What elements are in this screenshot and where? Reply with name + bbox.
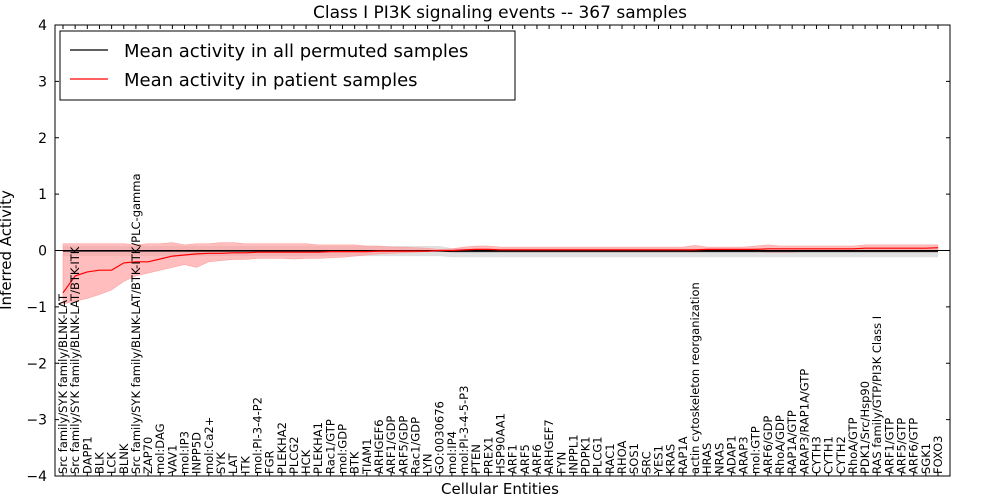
x-tick-label: KRAS [664, 444, 678, 474]
x-tick-label: PLEKHA1 [311, 422, 325, 474]
x-tick-label: INPPL1 [566, 434, 580, 474]
x-tick-label: YES1 [652, 445, 666, 475]
x-tick-label: Src family/SYK family/BLNK-LAT/BTK-ITK [68, 246, 82, 474]
x-tick-label: CYTH1 [822, 436, 836, 474]
x-tick-label: ARF5 [518, 444, 532, 474]
x-tick-label: Src family/SYK family/BLNK-LAT [56, 293, 70, 474]
y-tick-label: −2 [26, 356, 47, 372]
legend-label-permuted: Mean activity in all permuted samples [124, 41, 468, 62]
line-patient [62, 247, 939, 294]
x-tick-label: ADAP1 [724, 435, 738, 474]
x-tick-label: RAC1 [603, 443, 617, 474]
x-tick-label: ARF5/GTP [895, 418, 909, 474]
x-tick-label: VAV1 [165, 445, 179, 474]
x-tick-label: RHOA [615, 441, 629, 474]
legend-label-patient: Mean activity in patient samples [124, 70, 418, 91]
x-tick-label: PTEN [469, 444, 483, 474]
y-tick-label: −1 [26, 300, 47, 316]
y-tick-label: −4 [26, 469, 47, 485]
x-tick-label: SYK [214, 452, 228, 474]
x-tick-label: mol:DAG [153, 423, 167, 474]
x-tick-label: PLCG2 [287, 436, 301, 474]
x-tick-label: ARF1 [506, 444, 520, 474]
x-tick-label: HRAS [700, 443, 714, 474]
x-tick-label: HCK [299, 449, 313, 474]
y-tick-label: −3 [26, 413, 47, 429]
x-tick-label: Rac1/GTP [323, 419, 337, 474]
x-tick-label: FGR [263, 450, 277, 474]
x-tick-label: mol:IP4 [445, 431, 459, 474]
x-axis-title: Cellular Entities [441, 480, 559, 498]
legend: Mean activity in all permuted samples Me… [59, 30, 516, 101]
x-tick-label: RAP1A [676, 436, 690, 474]
x-tick-label: ZAP70 [141, 437, 155, 474]
x-tick-label: LCK [105, 452, 119, 474]
x-tick-label: ARHGEF6 [372, 419, 386, 474]
x-tick-label: ARAP3/RAP1A/GTP [797, 369, 811, 474]
x-tick-label: RAP1A/GTP [785, 410, 799, 474]
x-tick-label: NRAS [712, 443, 726, 474]
x-tick-label: GO:0030676 [433, 401, 447, 474]
x-tick-label: CYTH2 [834, 436, 848, 474]
x-tick-label: DAPP1 [80, 436, 94, 474]
x-tick-label: FOXO3 [931, 436, 945, 474]
x-tick-label: mol:IP3 [178, 431, 192, 474]
x-tick-label: RhoA/GTP [846, 417, 860, 474]
x-tick-label: ARF1/GDP [384, 416, 398, 474]
x-tick-label: RAS family/GTP/PI3K Class I [870, 316, 884, 474]
y-tick-label: 0 [38, 244, 47, 260]
x-tick-label: ITK [238, 456, 252, 474]
x-tick-label: PDPK1 [579, 436, 593, 474]
x-tick-label: Rac1/GDP [408, 417, 422, 474]
x-tick-label: SRC [639, 451, 653, 474]
x-tick-label: INPP5D [190, 432, 204, 474]
x-tick-label: ARF6/GTP [907, 418, 921, 474]
y-tick-label: 1 [38, 187, 47, 203]
x-tick-label: BTK [348, 451, 362, 474]
chart-title: Class I PI3K signaling events -- 367 sam… [313, 3, 687, 23]
x-tick-label: mol:GTP [749, 426, 763, 474]
x-tick-label: ARF6/GDP [761, 416, 775, 474]
x-tick-label: FYN [554, 452, 568, 474]
legend-box [59, 30, 516, 101]
x-tick-label: RhoA/GDP [773, 415, 787, 474]
x-tick-label: SOS1 [627, 443, 641, 474]
x-tick-label: mol:Ca2+ [202, 417, 216, 474]
x-tick-label: LYN [421, 453, 435, 474]
x-tick-label: TIAM1 [360, 438, 374, 475]
x-tick-label: SGK1 [919, 443, 933, 474]
x-tick-label: ARHGEF7 [542, 419, 556, 474]
x-tick-label: mol:GDP [336, 424, 350, 474]
x-tick-label: ARF6 [530, 444, 544, 474]
x-tick-label: ARF5/GDP [396, 416, 410, 474]
x-tick-label: PREX1 [481, 437, 495, 474]
x-tick-label: HSP90AA1 [494, 413, 508, 474]
x-tick-label: PDK1/Src/Hsp90 [858, 381, 872, 474]
x-tick-label: BLK [93, 452, 107, 474]
x-tick-label: BLNK [117, 443, 131, 474]
x-tick-label: actin cytoskeleton reorganization [688, 282, 702, 474]
x-tick-label: CYTH3 [810, 436, 824, 474]
y-tick-label: 2 [38, 131, 47, 147]
y-tick-label: 3 [38, 74, 47, 90]
line-permuted [63, 250, 938, 253]
y-axis-title: Inferred Activity [0, 190, 15, 310]
x-tick-label: ARF1/GTP [882, 418, 896, 474]
x-tick-label: LAT [226, 452, 240, 474]
x-tick-label: Src family/SYK family/BLNK-LAT/BTK-ITK/P… [129, 174, 143, 475]
x-tick-label: ARAP3 [737, 436, 751, 474]
x-tick-label: PLCG1 [591, 436, 605, 474]
x-tick-label: PLEKHA2 [275, 422, 289, 474]
x-tick-label: mol:PI-3-4-5-P3 [457, 386, 471, 474]
y-tick-label: 4 [38, 18, 47, 34]
x-tick-label: mol:PI-3-4-P2 [250, 397, 264, 474]
